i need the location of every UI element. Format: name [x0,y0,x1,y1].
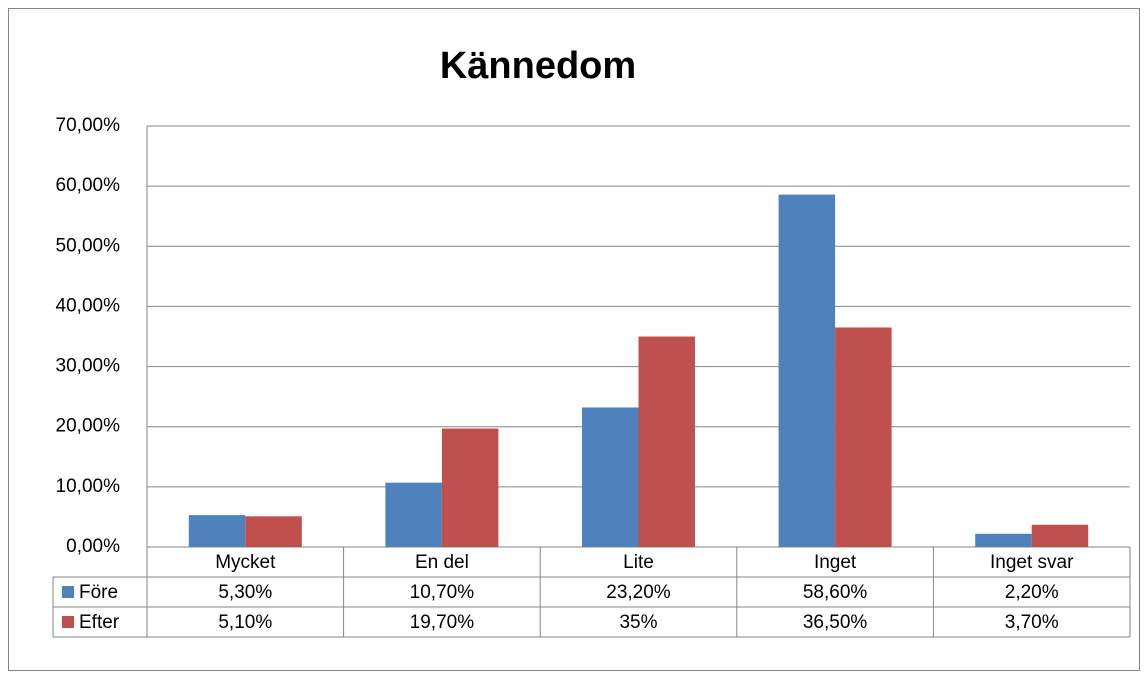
bar [638,336,695,547]
table-value: 10,70% [410,582,475,603]
bar [245,516,302,547]
legend-label: Efter [79,612,120,633]
table-value: 35% [619,612,657,633]
legend-swatch [62,586,74,598]
legend-swatch [62,616,74,628]
x-tick-label: Inget svar [990,552,1074,573]
table-value: 58,60% [803,582,868,603]
y-tick-label: 60,00% [56,175,121,196]
y-tick-label: 70,00% [56,115,121,136]
x-tick-label: En del [415,552,469,573]
bar [835,327,892,547]
bar [778,194,836,547]
x-tick-label: Inget [814,552,857,573]
y-tick-label: 30,00% [56,356,121,377]
bar [188,515,246,547]
bar [1031,524,1089,547]
table-value: 36,50% [803,612,868,633]
y-tick-label: 50,00% [56,235,121,256]
table-value: 19,70% [410,612,475,633]
y-tick-label: 0,00% [66,536,120,557]
table-value: 5,30% [218,582,272,603]
y-tick-label: 10,00% [56,476,121,497]
x-tick-label: Mycket [215,552,276,573]
bar [582,407,639,547]
y-tick-label: 20,00% [56,416,121,437]
x-tick-label: Lite [623,552,654,573]
table-value: 3,70% [1005,612,1059,633]
y-tick-label: 40,00% [56,295,121,316]
legend-label: Före [79,582,118,603]
chart-border [8,8,1140,671]
bar [975,533,1032,547]
table-value: 5,10% [218,612,272,633]
chart-title: Kännedom [440,45,636,87]
table-value: 23,20% [606,582,671,603]
table-value: 2,20% [1005,582,1059,603]
bar [385,482,442,547]
bar [441,428,499,547]
